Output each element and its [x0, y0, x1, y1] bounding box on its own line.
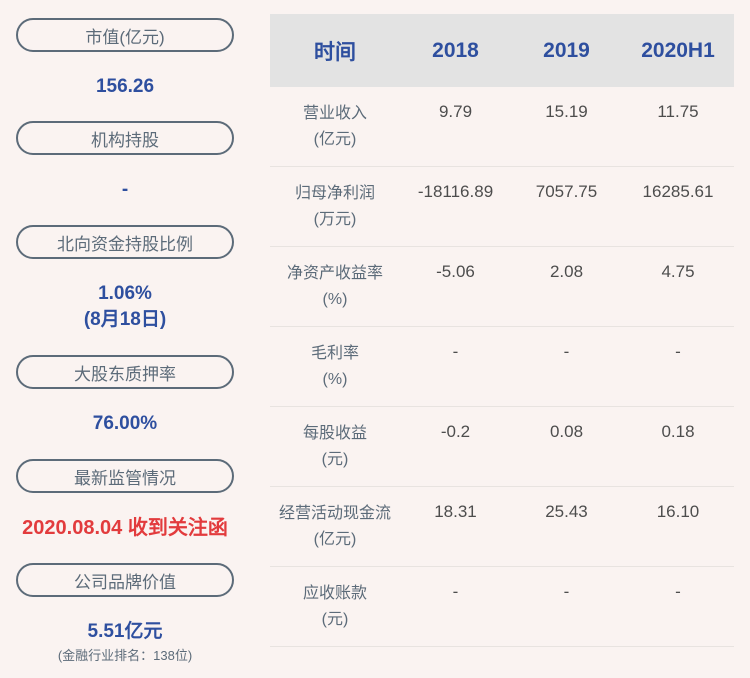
row-label: 营业收入 (亿元): [270, 87, 400, 166]
cell-2020h1: 16.10: [656, 502, 700, 521]
market-cap-value: 156.26: [95, 76, 155, 97]
latest-regulation-label: 最新监管情况: [74, 468, 176, 488]
stat-northbound-holding-ratio: 北向资金持股比例 1.06% (8月18日): [0, 225, 250, 333]
latest-regulation-value: 2020.08.04 收到关注函: [22, 517, 228, 539]
cell-2018: -18116.89: [417, 182, 494, 201]
cell-2018: -5.06: [436, 262, 475, 281]
stats-sidebar: 市值(亿元) 156.26 机构持股 - 北向资金持股比例 1.06% (8月1…: [0, 0, 250, 678]
row-label-unit: (元): [321, 451, 349, 468]
market-cap-label: 市值(亿元): [85, 27, 165, 47]
cell-2019: -: [563, 342, 570, 361]
cell-2019: 0.08: [549, 422, 584, 441]
table-row-gross-margin: 毛利率 (%) - - -: [270, 327, 734, 407]
cell-2018: -0.2: [440, 422, 471, 441]
brand-value-pill[interactable]: 公司品牌价值: [16, 563, 234, 597]
cell-2018: -: [452, 342, 459, 361]
row-label-unit: (亿元): [313, 531, 357, 548]
latest-regulation-pill[interactable]: 最新监管情况: [16, 459, 234, 493]
row-label-text: 经营活动现金流: [278, 505, 391, 522]
table-row-eps: 每股收益 (元) -0.2 0.08 0.18: [270, 407, 734, 487]
stat-brand-value: 公司品牌价值 5.51亿元 (金融行业排名：138位): [0, 563, 250, 664]
row-label-text: 每股收益: [302, 425, 367, 442]
cell-2019: 25.43: [545, 502, 588, 521]
cell-2018: -: [452, 582, 459, 601]
brand-value-rank: (金融行业排名：138位): [57, 648, 193, 663]
cell-2020h1: 16285.61: [642, 182, 714, 201]
cell-2020h1: 11.75: [657, 102, 699, 121]
cell-2018: 18.31: [434, 502, 477, 521]
stat-institutional-holdings: 机构持股 -: [0, 121, 250, 203]
pledge-ratio-label: 大股东质押率: [74, 364, 176, 384]
cell-2020h1: -: [675, 342, 681, 361]
northbound-holding-value: 1.06% (8月18日): [0, 281, 250, 333]
row-label: 每股收益 (元): [270, 407, 400, 486]
table-row-accounts-receivable: 应收账款 (元) - - -: [270, 567, 734, 647]
cell-2018: 9.79: [438, 102, 473, 121]
row-label: 毛利率 (%): [270, 327, 400, 406]
row-label-text: 应收账款: [302, 585, 367, 602]
row-label: 经营活动现金流 (亿元): [270, 487, 400, 566]
table-row-operating-cashflow: 经营活动现金流 (亿元) 18.31 25.43 16.10: [270, 487, 734, 567]
row-label-unit: (%): [322, 291, 348, 308]
institutional-holdings-label: 机构持股: [91, 130, 159, 150]
row-label-unit: (亿元): [313, 131, 357, 148]
stat-market-cap: 市值(亿元) 156.26: [0, 18, 250, 100]
cell-2019: 7057.75: [535, 182, 598, 201]
pledge-ratio-pill[interactable]: 大股东质押率: [16, 355, 234, 389]
cell-2020h1: 4.75: [661, 262, 695, 281]
financials-table: 时间 2018 2019 2020H1 营业收入 (亿元) 9.79 15.19…: [270, 14, 734, 647]
northbound-holding-date: (8月18日): [83, 309, 167, 330]
cell-2019: -: [563, 582, 570, 601]
stat-major-shareholder-pledge: 大股东质押率 76.00%: [0, 355, 250, 437]
row-label-unit: (元): [321, 611, 349, 628]
brand-value-amount: 5.51亿元: [87, 621, 163, 642]
institutional-holdings-pill[interactable]: 机构持股: [16, 121, 234, 155]
pledge-ratio-value: 76.00%: [92, 413, 158, 434]
table-header-row: 时间 2018 2019 2020H1: [270, 14, 734, 87]
northbound-holding-label: 北向资金持股比例: [57, 234, 193, 254]
table-row-net-profit: 归母净利润 (万元) -18116.89 7057.75 16285.61: [270, 167, 734, 247]
market-cap-pill[interactable]: 市值(亿元): [16, 18, 234, 52]
row-label: 归母净利润 (万元): [270, 167, 400, 246]
header-time: 时间: [314, 40, 356, 64]
row-label-text: 净资产收益率: [286, 265, 383, 282]
row-label-unit: (万元): [313, 211, 357, 228]
table-row-roe: 净资产收益率 (%) -5.06 2.08 4.75: [270, 247, 734, 327]
northbound-holding-pill[interactable]: 北向资金持股比例: [16, 225, 234, 259]
row-label-text: 营业收入: [302, 105, 367, 122]
institutional-holdings-value: -: [121, 179, 129, 200]
row-label: 净资产收益率 (%): [270, 247, 400, 326]
cell-2019: 15.19: [545, 102, 588, 121]
header-2019: 2019: [543, 38, 590, 62]
row-label-unit: (%): [322, 371, 348, 388]
row-label-text: 归母净利润: [294, 185, 375, 202]
northbound-holding-percent: 1.06%: [98, 283, 152, 304]
row-label-text: 毛利率: [310, 345, 359, 362]
cell-2019: 2.08: [549, 262, 584, 281]
row-label: 应收账款 (元): [270, 567, 400, 646]
brand-value-label: 公司品牌价值: [74, 572, 176, 592]
header-2018: 2018: [432, 38, 479, 62]
table-row-revenue: 营业收入 (亿元) 9.79 15.19 11.75: [270, 87, 734, 167]
header-2020h1: 2020H1: [641, 38, 715, 62]
cell-2020h1: 0.18: [661, 422, 695, 441]
cell-2020h1: -: [675, 582, 681, 601]
stat-latest-regulation: 最新监管情况 2020.08.04 收到关注函: [0, 459, 250, 541]
